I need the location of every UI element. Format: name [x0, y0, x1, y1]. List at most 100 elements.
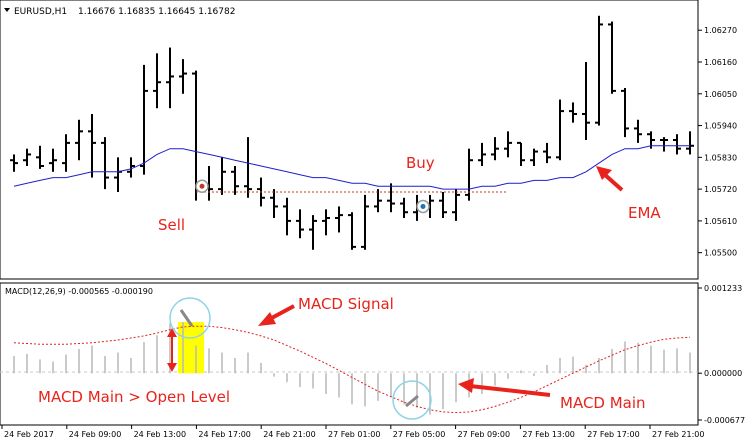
macd-header: MACD(12,26,9) -0.000565 -0.000190 [5, 287, 153, 296]
price-bar [478, 142, 486, 166]
price-bar [452, 189, 460, 221]
price-bar [517, 141, 525, 166]
time-axis-label: 24 Feb 17:00 [198, 430, 250, 439]
price-bar [556, 99, 564, 161]
price-bar [374, 189, 382, 213]
macd-main-histogram [13, 322, 691, 415]
macd-plot-area [0, 282, 699, 426]
time-axis-label: 27 Feb 01:00 [328, 430, 380, 439]
time-axis: 24 Feb 2017 24 Feb 09:00 24 Feb 13:00 24 Fe… [1, 425, 704, 439]
open-level-highlight [178, 322, 204, 374]
price-bar [88, 114, 96, 178]
price-bar [673, 134, 681, 155]
price-bar [270, 189, 278, 218]
signal-cross-mark-bottom [405, 394, 419, 408]
ema-line [13, 145, 690, 190]
price-axis-label: 1.06270 [704, 26, 737, 35]
price-bar [569, 102, 577, 123]
price-bar [439, 192, 447, 218]
macd-signal-line [13, 325, 691, 414]
price-plot-area [0, 0, 699, 280]
price-axis-label: 1.05610 [704, 217, 737, 226]
open-level-annotation: MACD Main > Open Level [38, 388, 230, 406]
time-axis-label: 24 Feb 09:00 [69, 430, 121, 439]
price-axis: 1.06270 1.06160 1.06050 1.05940 1.05830 1.057… [698, 26, 737, 258]
buy-annotation: Buy [406, 154, 435, 172]
time-axis-label: 27 Feb 09:00 [458, 430, 510, 439]
sell-marker-dot [199, 183, 205, 189]
macd-signal-arrow-head [258, 312, 276, 326]
time-axis-label: 27 Feb 05:00 [393, 430, 445, 439]
price-bar [49, 148, 57, 172]
price-bar [400, 197, 408, 218]
price-bar [153, 53, 161, 109]
price-header: EURUSD,H1 1.16676 1.16835 1.16645 1.1678… [4, 7, 235, 17]
price-bar [309, 215, 317, 250]
price-bar [504, 131, 512, 158]
sell-annotation: Sell [158, 216, 185, 234]
price-bar [101, 137, 109, 190]
time-axis-label: 24 Feb 2017 [4, 430, 54, 439]
price-pane: EURUSD,H1 1.16676 1.16835 1.16645 1.1678… [0, 0, 737, 280]
buy-marker-dot [420, 203, 426, 209]
price-bar [322, 209, 330, 236]
price-bar [283, 197, 291, 236]
macd-axis-label: 0.000000 [704, 369, 742, 378]
signal-cross-mark-top [179, 309, 194, 327]
price-bar [595, 15, 603, 126]
header-triangle-icon [4, 8, 10, 12]
macd-main-arrow-head [458, 378, 474, 393]
price-bar [62, 134, 70, 172]
price-bar [582, 62, 590, 140]
macd-axis: 0.001233 0.000000 -0.000677 [698, 284, 745, 425]
time-axis-label: 27 Feb 13:00 [522, 430, 574, 439]
price-bar [231, 166, 239, 195]
price-bar [634, 119, 642, 143]
ema-arrow-head [596, 166, 612, 180]
open-level-arrow-down [167, 363, 177, 372]
ema-arrow [602, 172, 624, 192]
macd-pane: MACD(12,26,9) -0.000565 -0.000190 0.0012… [0, 282, 745, 426]
macd-signal-annotation: MACD Signal [298, 295, 394, 313]
time-axis-label: 24 Feb 21:00 [263, 430, 315, 439]
price-bar [36, 145, 44, 169]
price-bar [361, 194, 369, 250]
macd-main-arrow [469, 384, 551, 397]
price-bar [686, 131, 694, 155]
price-bar [608, 21, 616, 94]
price-bar [218, 157, 226, 195]
price-bars [10, 15, 694, 250]
price-bar [335, 206, 343, 233]
open-level-arrow-up [167, 328, 177, 337]
signal-cross-circle-top [169, 297, 211, 339]
price-bar [179, 59, 187, 94]
chart-ohlc-values: 1.16676 1.16835 1.16645 1.16782 [78, 7, 235, 17]
trade-markers [195, 179, 430, 214]
price-bar [348, 212, 356, 250]
annotations: Sell Buy EMA MACD Signal MACD Main MACD … [38, 154, 661, 420]
price-axis-label: 1.06160 [704, 58, 737, 67]
price-bar [140, 64, 148, 175]
price-bar [10, 154, 18, 172]
price-bar [530, 148, 538, 166]
price-axis-label: 1.05830 [704, 153, 737, 162]
price-axis-label: 1.06050 [704, 90, 737, 99]
price-bar [75, 119, 83, 161]
macd-main-annotation: MACD Main [560, 394, 646, 412]
time-axis-label: 24 Feb 13:00 [134, 430, 186, 439]
price-bar [387, 183, 395, 213]
ema-annotation: EMA [628, 204, 661, 222]
macd-axis-label: 0.001233 [704, 284, 742, 293]
price-bar [491, 137, 499, 161]
price-bar [127, 157, 135, 178]
price-bar [660, 137, 668, 152]
signal-cross-circle-bottom [392, 380, 432, 420]
chart-symbol: EURUSD,H1 [14, 7, 67, 17]
price-bar [543, 142, 551, 164]
price-axis-label: 1.05500 [704, 249, 737, 258]
price-bar [296, 209, 304, 239]
price-bar [166, 47, 174, 109]
macd-axis-label: -0.000677 [704, 416, 745, 425]
time-axis-label: 27 Feb 17:00 [587, 430, 639, 439]
